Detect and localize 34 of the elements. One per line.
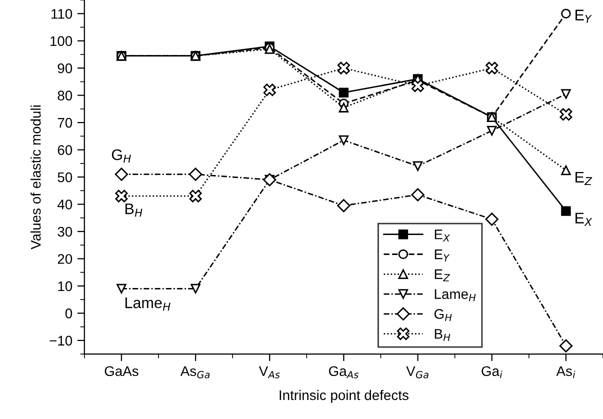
y-tick-label: 0 — [65, 308, 72, 318]
annotation: Lame$_{H}$ — [125, 298, 170, 311]
annotation: B$_{H}$ — [125, 204, 142, 217]
legend-label: G$_{H}$ — [434, 309, 452, 322]
annotation: G$_{H}$ — [112, 149, 131, 163]
legend-label: E$_{Y}$ — [434, 250, 450, 262]
y-tick-label: 110 — [52, 8, 72, 19]
y-tick-label: 100 — [50, 36, 72, 46]
x-tick-label: V$_{As}$ — [258, 366, 280, 378]
x-tick-label: Ga$_{i}$ — [482, 366, 502, 378]
y-tick-label: 30 — [58, 226, 72, 237]
x-tick-label: As$_{i}$ — [556, 366, 576, 378]
y-tick-label: 20 — [58, 254, 72, 264]
y-tick-label: 50 — [58, 172, 72, 182]
y-axis-title: Values of elastic moduli — [30, 106, 41, 250]
y-tick-label: 40 — [57, 200, 72, 210]
annotation: E$_{Y}$ — [576, 10, 592, 23]
x-axis-title: Intrinsic point defects — [280, 390, 408, 403]
y-tick-label: 90 — [58, 63, 72, 74]
annotation: E$_{Z}$ — [576, 172, 592, 185]
x-tick-label: V$_{Ga}$ — [406, 366, 428, 378]
x-tick-label: As$_{Ga}$ — [180, 366, 210, 378]
y-tick-label: 80 — [58, 90, 72, 100]
legend-label: Lame$_{H}$ — [434, 289, 476, 302]
x-tick-label: Ga$_{As}$ — [328, 366, 358, 378]
y-tick-label: 60 — [58, 145, 72, 155]
y-tick-label: −10 — [50, 336, 72, 346]
y-tick-label: 70 — [58, 118, 72, 128]
legend-label: E$_{X}$ — [434, 230, 450, 242]
legend-label: E$_{Z}$ — [434, 269, 450, 282]
legend-label: B$_{H}$ — [434, 329, 450, 341]
annotation: E$_{X}$ — [576, 212, 592, 226]
y-tick-label: 10 — [58, 281, 72, 292]
x-tick-label: GaAs — [104, 366, 138, 376]
